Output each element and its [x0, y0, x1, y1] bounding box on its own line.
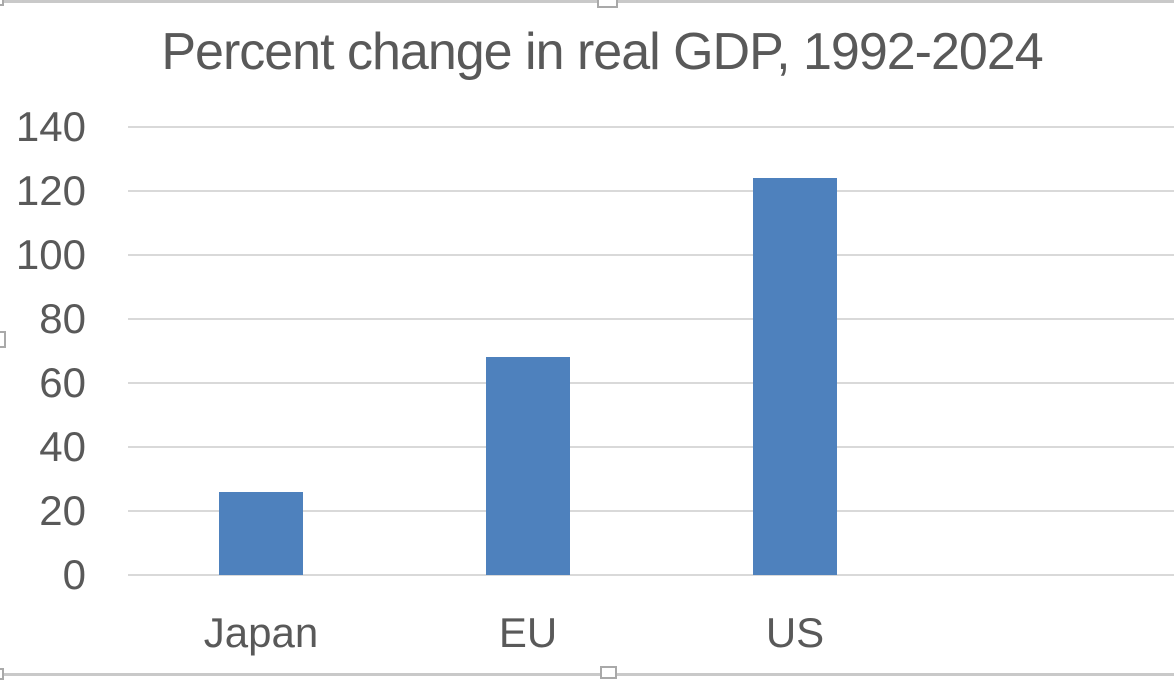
gridline-120 [128, 190, 1174, 192]
resize-handle-top[interactable] [597, 0, 618, 8]
x-category-label-japan: Japan [203, 609, 319, 656]
y-tick-label-60: 60 [39, 359, 86, 406]
x-category-label-eu: EU [498, 609, 558, 656]
gridline-40 [128, 446, 1174, 448]
x-category-label-us: US [765, 609, 825, 656]
chart-title[interactable]: Percent change in real GDP, 1992-2024 [161, 23, 1043, 81]
bar-eu[interactable] [486, 357, 570, 575]
y-tick-label-120: 120 [15, 167, 86, 214]
resize-handle-bottom-left[interactable] [0, 668, 4, 680]
resize-handle-bottom[interactable] [600, 666, 617, 679]
gridline-0 [128, 574, 1174, 576]
chart-border-bottom [0, 673, 1174, 676]
gridline-140 [128, 126, 1174, 128]
gridline-80 [128, 318, 1174, 320]
y-tick-label-100: 100 [15, 231, 86, 278]
y-tick-label-80: 80 [39, 295, 86, 342]
gridline-100 [128, 254, 1174, 256]
chart-border-top [0, 0, 1174, 3]
bar-us[interactable] [753, 178, 837, 575]
y-tick-label-140: 140 [15, 103, 86, 150]
resize-handle-left[interactable] [0, 331, 6, 348]
resize-handle-top-left[interactable] [0, 0, 4, 6]
bar-japan[interactable] [219, 491, 303, 575]
gridline-60 [128, 382, 1174, 384]
y-tick-label-20: 20 [39, 487, 86, 534]
gridline-20 [128, 510, 1174, 512]
y-tick-label-40: 40 [39, 423, 86, 470]
y-tick-label-0: 0 [62, 551, 86, 598]
